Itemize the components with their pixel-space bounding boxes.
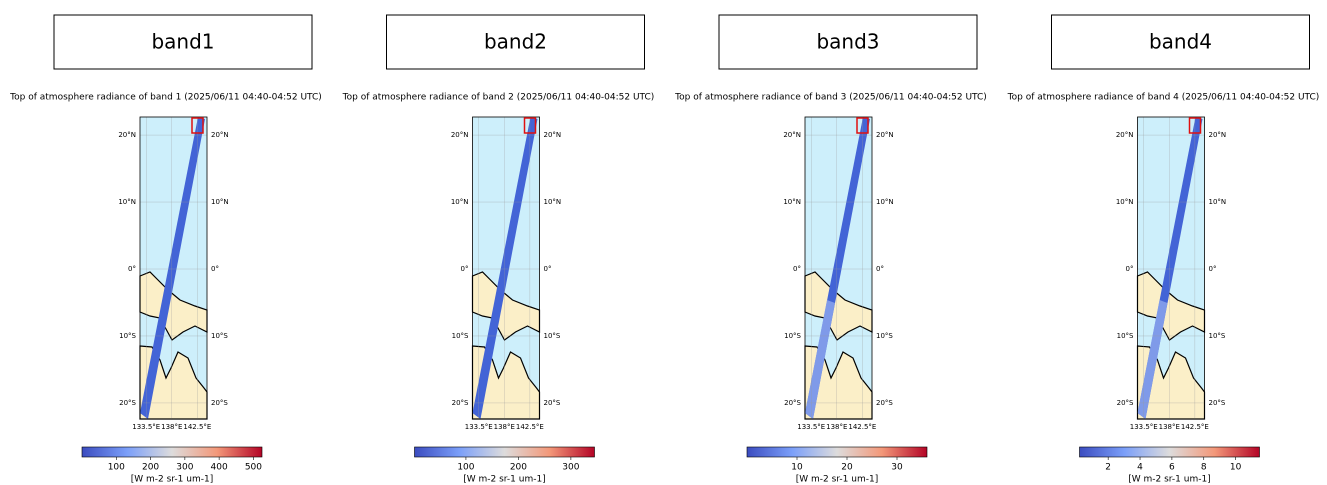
lat-tick-label: 10°N (118, 198, 136, 206)
lat-tick-label: 10°N (783, 198, 801, 206)
colorbar-tick-label: 4 (1137, 463, 1143, 473)
lat-tick-label: 20°S (876, 399, 893, 407)
panel: band3 Top of atmosphere radiance of band … (674, 15, 987, 485)
lat-tick-label: 10°S (1209, 332, 1226, 340)
colorbar-tick-label: 100 (457, 463, 474, 473)
colorbar-tick-label: 300 (562, 463, 579, 473)
colorbar-tick-label: 500 (245, 463, 262, 473)
lat-tick-label: 20°S (1209, 399, 1226, 407)
lat-tick-label: 20°N (211, 131, 229, 139)
lon-tick-label: 142.5°E (848, 423, 876, 431)
lat-tick-label: 10°N (1116, 198, 1134, 206)
colorbar-tick-label: 6 (1169, 463, 1175, 473)
colorbar-label: [W m-2 sr-1 um-1] (131, 475, 213, 485)
band-label: band2 (484, 30, 547, 54)
lon-tick-label: 133.5°E (797, 423, 825, 431)
map-title: Top of atmosphere radiance of band 3 (20… (674, 93, 987, 103)
lon-tick-label: 142.5°E (516, 423, 544, 431)
lat-tick-label: 10°S (452, 332, 469, 340)
colorbar-tick-label: 10 (1230, 463, 1242, 473)
band-label: band4 (1149, 30, 1212, 54)
map-title: Top of atmosphere radiance of band 2 (20… (342, 93, 655, 103)
lat-tick-label: 20°S (1117, 399, 1134, 407)
colorbar (747, 447, 927, 457)
lat-tick-label: 10°S (211, 332, 228, 340)
lat-tick-label: 10°S (876, 332, 893, 340)
panel: band2 Top of atmosphere radiance of band … (342, 15, 655, 485)
lat-tick-label: 0° (793, 265, 801, 273)
lon-tick-label: 138°E (494, 423, 515, 431)
lat-tick-label: 10°N (211, 198, 229, 206)
colorbar-tick-label: 8 (1201, 463, 1207, 473)
lat-tick-label: 0° (211, 265, 219, 273)
lon-tick-label: 142.5°E (183, 423, 211, 431)
colorbar-tick-label: 2 (1105, 463, 1111, 473)
lat-tick-label: 20°N (118, 131, 136, 139)
lat-tick-label: 20°N (1116, 131, 1134, 139)
lat-tick-label: 0° (1209, 265, 1217, 273)
colorbar (415, 447, 595, 457)
lat-tick-label: 20°N (876, 131, 894, 139)
colorbar-label: [W m-2 sr-1 um-1] (796, 475, 878, 485)
colorbar-tick-label: 100 (108, 463, 125, 473)
lat-tick-label: 10°S (1117, 332, 1134, 340)
colorbar-label: [W m-2 sr-1 um-1] (1128, 475, 1210, 485)
lat-tick-label: 10°N (1209, 198, 1227, 206)
lat-tick-label: 10°N (876, 198, 894, 206)
band-label: band3 (816, 30, 879, 54)
panel: band4 Top of atmosphere radiance of band … (1007, 15, 1320, 485)
colorbar-tick-label: 10 (791, 463, 803, 473)
map-title: Top of atmosphere radiance of band 1 (20… (9, 93, 322, 103)
lat-tick-label: 10°N (451, 198, 469, 206)
lon-tick-label: 138°E (161, 423, 182, 431)
lon-tick-label: 138°E (826, 423, 847, 431)
lat-tick-label: 20°N (451, 131, 469, 139)
lat-tick-label: 20°N (544, 131, 562, 139)
lat-tick-label: 20°S (119, 399, 136, 407)
colorbar (1080, 447, 1260, 457)
lat-tick-label: 10°N (544, 198, 562, 206)
lat-tick-label: 20°N (1209, 131, 1227, 139)
colorbar-tick-label: 30 (891, 463, 903, 473)
lon-tick-label: 133.5°E (1130, 423, 1158, 431)
colorbar-label: [W m-2 sr-1 um-1] (463, 475, 545, 485)
lat-tick-label: 20°S (784, 399, 801, 407)
lat-tick-label: 20°S (452, 399, 469, 407)
lon-tick-label: 133.5°E (132, 423, 160, 431)
colorbar-tick-label: 400 (211, 463, 228, 473)
lat-tick-label: 10°S (119, 332, 136, 340)
band-label: band1 (151, 30, 214, 54)
colorbar-tick-label: 200 (142, 463, 159, 473)
colorbar-tick-label: 300 (176, 463, 193, 473)
lat-tick-label: 0° (876, 265, 884, 273)
figure: band1 Top of atmosphere radiance of band … (0, 0, 1327, 485)
colorbar-tick-label: 20 (841, 463, 853, 473)
colorbar-tick-label: 200 (510, 463, 527, 473)
lat-tick-label: 20°S (211, 399, 228, 407)
lat-tick-label: 20°S (544, 399, 561, 407)
lon-tick-label: 133.5°E (465, 423, 493, 431)
lat-tick-label: 0° (128, 265, 136, 273)
lat-tick-label: 0° (461, 265, 469, 273)
lon-tick-label: 142.5°E (1181, 423, 1209, 431)
lon-tick-label: 138°E (1159, 423, 1180, 431)
panel: band1 Top of atmosphere radiance of band … (9, 15, 322, 485)
lat-tick-label: 10°S (544, 332, 561, 340)
lat-tick-label: 10°S (784, 332, 801, 340)
lat-tick-label: 0° (1126, 265, 1134, 273)
lat-tick-label: 20°N (783, 131, 801, 139)
colorbar (82, 447, 262, 457)
lat-tick-label: 0° (544, 265, 552, 273)
map-title: Top of atmosphere radiance of band 4 (20… (1007, 93, 1320, 103)
